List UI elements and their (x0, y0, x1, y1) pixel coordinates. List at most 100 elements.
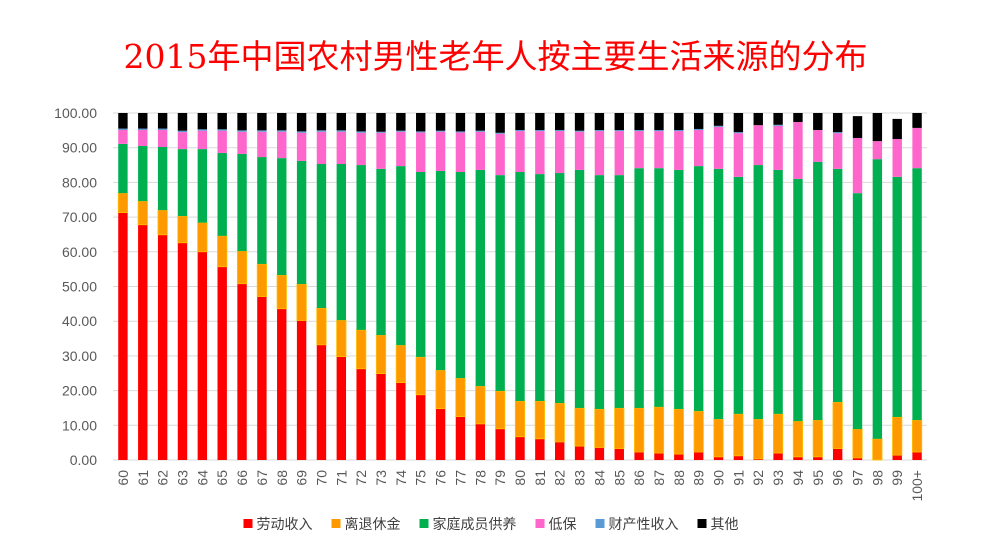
x-tick-label: 85 (611, 470, 627, 486)
bar-segment-3-77 (455, 171, 466, 379)
bar-segment-3-93 (773, 169, 783, 414)
bar-segment-6-80 (515, 113, 525, 131)
bar-segment-3-100+ (912, 168, 922, 421)
bar-segment-2-93 (772, 413, 784, 454)
bar-segment-4-87 (654, 131, 664, 169)
bar-segment-3-65 (217, 152, 227, 236)
bar-segment-5-81 (535, 130, 545, 132)
bar-segment-4-86 (634, 131, 644, 169)
bar-segment-2-96 (832, 401, 843, 449)
bar-segment-1-75 (416, 394, 426, 460)
x-tick-label: 78 (472, 470, 488, 486)
bar-segment-2-97 (852, 428, 863, 459)
bar-segment-6-70 (316, 113, 327, 131)
bar-segment-4-62 (157, 130, 168, 148)
bar-segment-2-85 (614, 407, 625, 449)
x-tick-label: 96 (830, 470, 846, 486)
bar-segment-4-100+ (912, 127, 922, 169)
bar-segment-3-87 (654, 168, 664, 407)
bar-segment-1-65 (217, 266, 227, 460)
bar-segment-1-79 (495, 428, 505, 460)
bar-segment-4-83 (574, 131, 585, 170)
x-tick-label: 90 (711, 470, 727, 486)
bar-segment-6-90 (713, 113, 724, 126)
bar-segment-5-61 (138, 128, 148, 131)
bar-segment-4-73 (376, 132, 386, 169)
bar-segment-5-89 (693, 128, 704, 131)
bar-segment-3-82 (555, 173, 565, 404)
bar-segment-3-99 (892, 176, 902, 417)
bar-segment-1-99 (892, 455, 902, 460)
bar-segment-6-64 (197, 113, 208, 130)
bar-segment-1-87 (654, 453, 664, 460)
bar-segment-3-63 (177, 149, 188, 217)
bar-segment-1-92 (753, 458, 763, 460)
bar-segment-5-76 (435, 130, 446, 132)
bar-segment-2-88 (673, 408, 684, 455)
bar-segment-4-78 (475, 131, 485, 170)
legend-label-4: 低保 (549, 517, 577, 533)
bar-segment-5-66 (237, 130, 247, 132)
x-tick-label: 75 (413, 470, 429, 486)
bar-segment-3-91 (733, 176, 744, 414)
x-tick-label: 62 (155, 470, 171, 486)
legend-label-2: 离退休金 (345, 516, 401, 533)
bar-segment-6-60 (118, 113, 128, 129)
bar-segment-1-94 (793, 456, 803, 460)
bar-segment-1-74 (396, 382, 406, 460)
bar-segment-6-69 (296, 113, 307, 132)
bar-segment-1-89 (693, 452, 704, 460)
bar-segment-3-90 (713, 168, 724, 420)
bar-segment-3-73 (376, 168, 386, 336)
x-tick-label: 91 (730, 470, 746, 486)
bar-segment-2-65 (217, 235, 228, 268)
bar-segment-4-64 (197, 130, 208, 150)
x-tick-label: 60 (115, 470, 131, 486)
bar-segment-1-63 (177, 242, 188, 460)
bar-segment-1-81 (535, 438, 545, 460)
bar-segment-3-97 (852, 193, 863, 430)
bar-segment-4-63 (177, 132, 188, 150)
bar-segment-5-87 (654, 130, 664, 132)
x-tick-label: 87 (651, 470, 667, 486)
x-tick-label: 100+ (909, 470, 925, 502)
bar-segment-3-86 (634, 168, 644, 408)
x-tick-label: 74 (393, 470, 409, 486)
bar-segment-2-99 (892, 416, 903, 456)
bar-segment-2-94 (792, 420, 804, 458)
x-tick-label: 64 (194, 470, 210, 486)
legend-swatch-5 (595, 519, 605, 528)
bar-segment-5-96 (832, 132, 843, 134)
x-tick-label: 80 (512, 470, 528, 486)
bar-segment-4-98 (872, 141, 883, 160)
bar-segment-4-80 (515, 131, 525, 172)
bar-segment-1-78 (475, 423, 485, 460)
x-tick-label: 86 (631, 470, 647, 486)
bar-segment-5-78 (475, 130, 485, 132)
bar-segment-4-85 (614, 131, 624, 176)
bar-segment-2-61 (137, 200, 148, 226)
x-tick-label: 70 (313, 470, 329, 486)
bar-segment-5-93 (773, 124, 783, 126)
bar-segment-2-86 (634, 407, 645, 453)
bar-segment-2-81 (534, 400, 545, 440)
x-tick-label: 98 (869, 470, 885, 486)
bar-segment-3-60 (118, 143, 128, 194)
bar-segment-3-78 (475, 169, 485, 387)
bar-segment-4-71 (336, 131, 347, 165)
bar-segment-3-66 (237, 153, 247, 252)
y-tick-label: 60.00 (62, 244, 97, 260)
bar-segment-6-89 (693, 113, 704, 129)
bar-segment-1-64 (197, 251, 208, 460)
bar-segment-1-80 (515, 436, 525, 460)
bar-segment-1-77 (455, 416, 466, 460)
bar-segment-4-96 (832, 133, 843, 169)
bar-segment-2-76 (435, 369, 446, 410)
bar-segment-6-63 (177, 113, 188, 131)
bar-segment-5-83 (574, 130, 585, 132)
bar-segment-6-82 (555, 113, 565, 131)
bar-segment-6-93 (773, 113, 783, 125)
bar-segment-6-71 (336, 113, 347, 131)
x-tick-label: 93 (770, 470, 786, 486)
bar-segment-2-60 (117, 192, 129, 213)
